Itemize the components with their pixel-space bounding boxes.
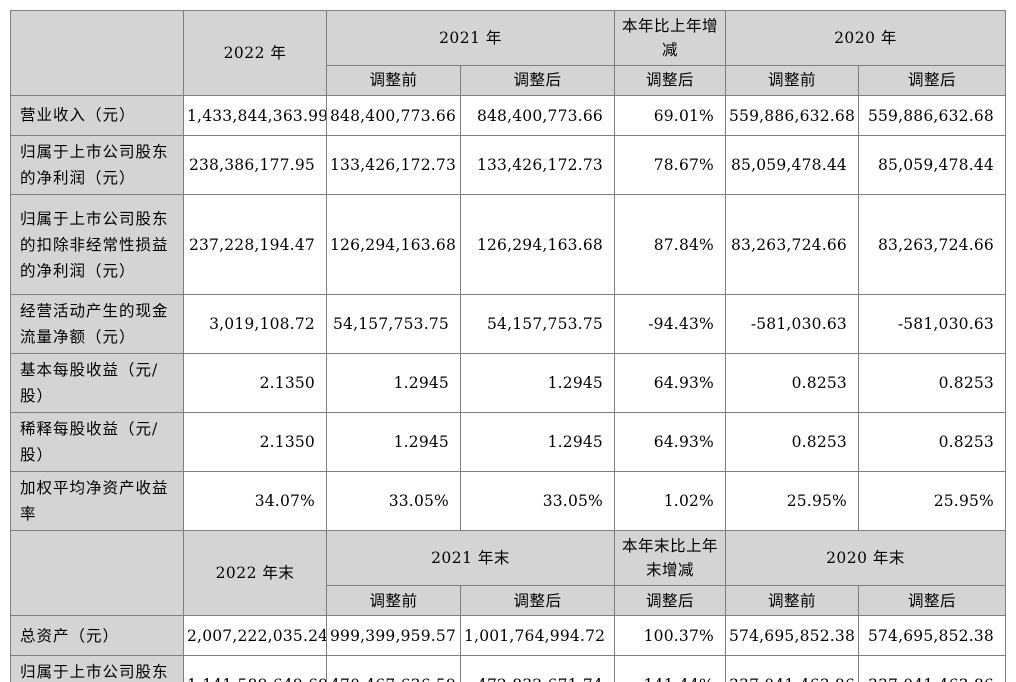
table-row-basic-eps: 基本每股收益（元/股） 2.1350 1.2945 1.2945 64.93% … [10, 353, 1006, 414]
cell-value: 0.8253 [858, 412, 1006, 473]
cell-value: 78.67% [614, 134, 726, 196]
cell-value: 0.8253 [725, 353, 859, 414]
cell-value: 64.93% [614, 412, 726, 473]
subheader-2021-pre: 调整前 [326, 65, 461, 96]
cell-value: 1.2945 [460, 353, 615, 414]
cell-value: 83,263,724.66 [725, 194, 859, 296]
cell-value: 85,059,478.44 [725, 134, 859, 196]
row-label: 归属于上市公司股东的净资产（元） [10, 655, 184, 682]
cell-value: 126,294,163.68 [460, 194, 615, 296]
section2-header-sub-row: 调整前 调整后 调整后 调整前 调整后 [11, 585, 1006, 617]
row-label: 归属于上市公司股东的扣除非经常性损益的净利润（元） [10, 194, 184, 296]
cell-value: 69.01% [614, 95, 726, 136]
corner-blank-cell [10, 530, 184, 617]
cell-value: 34.07% [183, 471, 327, 532]
cell-value: 54,157,753.75 [460, 294, 615, 355]
cell-value: 470,467,636.59 [326, 655, 461, 682]
cell-value: 1.2945 [460, 412, 615, 473]
cell-value: 83,263,724.66 [858, 194, 1006, 296]
subheader-2020-end-pre: 调整前 [725, 585, 859, 617]
cell-value: -94.43% [614, 294, 726, 355]
cell-value: 574,695,852.38 [858, 615, 1006, 657]
cell-value: 559,886,632.68 [858, 95, 1006, 136]
cell-value: 559,886,632.68 [725, 95, 859, 136]
subheader-2020-end-post: 调整后 [858, 585, 1006, 617]
cell-value: 1,141,589,649.69 [183, 655, 327, 682]
table-row-diluted-eps: 稀释每股收益（元/股） 2.1350 1.2945 1.2945 64.93% … [10, 412, 1006, 473]
table-row-weighted-avg-roe: 加权平均净资产收益率 34.07% 33.05% 33.05% 1.02% 25… [10, 471, 1006, 532]
subheader-yearend-change-post: 调整后 [614, 585, 726, 617]
table-row-deducted-net-profit: 归属于上市公司股东的扣除非经常性损益的净利润（元） 237,228,194.47… [10, 194, 1006, 296]
subheader-2020-pre: 调整前 [725, 65, 859, 96]
subheader-2021-end-post: 调整后 [460, 585, 615, 617]
subheader-2021-end-pre: 调整前 [326, 585, 461, 617]
cell-value: 337,041,463.86 [858, 655, 1006, 682]
section2-header-year-row: 2022 年末 2021 年末 本年末比上年末增减 2020 年末 [10, 530, 1006, 617]
column-header-yearend-change: 本年末比上年末增减 [614, 530, 726, 587]
cell-value: 0.8253 [858, 353, 1006, 414]
section1-header-sub-row: 调整前 调整后 调整后 调整前 调整后 [11, 65, 1006, 96]
cell-value: 999,399,959.57 [326, 615, 461, 657]
column-header-change: 本年比上年增减 [614, 10, 726, 66]
column-header-2021: 2021 年 [326, 10, 615, 66]
column-header-2020: 2020 年 [725, 10, 1006, 66]
table-row-operating-cash-flow: 经营活动产生的现金流量净额（元） 3,019,108.72 54,157,753… [10, 294, 1006, 355]
row-label: 加权平均净资产收益率 [10, 471, 184, 532]
cell-value: 1,433,844,363.99 [183, 95, 327, 136]
cell-value: 100.37% [614, 615, 726, 657]
cell-value: 2.1350 [183, 412, 327, 473]
subheader-2020-post: 调整后 [858, 65, 1006, 96]
cell-value: 472,832,671.74 [460, 655, 615, 682]
cell-value: 133,426,172.73 [460, 134, 615, 196]
cell-value: 1.2945 [326, 412, 461, 473]
cell-value: 2.1350 [183, 353, 327, 414]
cell-value: 848,400,773.66 [460, 95, 615, 136]
table-row-net-profit: 归属于上市公司股东的净利润（元） 238,386,177.95 133,426,… [10, 134, 1006, 196]
cell-value: 848,400,773.66 [326, 95, 461, 136]
cell-value: 1,001,764,994.72 [460, 615, 615, 657]
cell-value: 1.02% [614, 471, 726, 532]
row-label: 经营活动产生的现金流量净额（元） [10, 294, 184, 355]
cell-value: 2,007,222,035.24 [183, 615, 327, 657]
cell-value: 574,695,852.38 [725, 615, 859, 657]
cell-value: 237,228,194.47 [183, 194, 327, 296]
cell-value: 25.95% [725, 471, 859, 532]
cell-value: 337,041,463.86 [725, 655, 859, 682]
column-header-2020-end: 2020 年末 [725, 530, 1006, 587]
row-label: 营业收入（元） [10, 95, 184, 136]
table-row-revenue: 营业收入（元） 1,433,844,363.99 848,400,773.66 … [10, 95, 1006, 136]
section1-header-year-row: 2022 年 2021 年 本年比上年增减 2020 年 [10, 10, 1006, 96]
cell-value: 54,157,753.75 [326, 294, 461, 355]
cell-value: 133,426,172.73 [326, 134, 461, 196]
row-label: 基本每股收益（元/股） [10, 353, 184, 414]
cell-value: -581,030.63 [725, 294, 859, 355]
column-header-2022-end: 2022 年末 [183, 530, 327, 617]
cell-value: 64.93% [614, 353, 726, 414]
cell-value: 25.95% [858, 471, 1006, 532]
cell-value: 33.05% [326, 471, 461, 532]
subheader-change-post: 调整后 [614, 65, 726, 96]
table-row-total-assets: 总资产（元） 2,007,222,035.24 999,399,959.57 1… [10, 615, 1006, 657]
corner-blank-cell [10, 10, 184, 96]
cell-value: 141.44% [614, 655, 726, 682]
cell-value: -581,030.63 [858, 294, 1006, 355]
cell-value: 0.8253 [725, 412, 859, 473]
cell-value: 85,059,478.44 [858, 134, 1006, 196]
row-label: 总资产（元） [10, 615, 184, 657]
row-label: 稀释每股收益（元/股） [10, 412, 184, 473]
subheader-2021-post: 调整后 [460, 65, 615, 96]
cell-value: 3,019,108.72 [183, 294, 327, 355]
column-header-2022: 2022 年 [183, 10, 327, 96]
cell-value: 33.05% [460, 471, 615, 532]
cell-value: 126,294,163.68 [326, 194, 461, 296]
cell-value: 87.84% [614, 194, 726, 296]
table-row-net-assets: 归属于上市公司股东的净资产（元） 1,141,589,649.69 470,46… [10, 655, 1006, 682]
row-label: 归属于上市公司股东的净利润（元） [10, 134, 184, 196]
cell-value: 238,386,177.95 [183, 134, 327, 196]
cell-value: 1.2945 [326, 353, 461, 414]
column-header-2021-end: 2021 年末 [326, 530, 615, 587]
financial-summary-table: 2022 年 2021 年 本年比上年增减 2020 年 调整前 调整后 调整后… [10, 10, 1006, 682]
